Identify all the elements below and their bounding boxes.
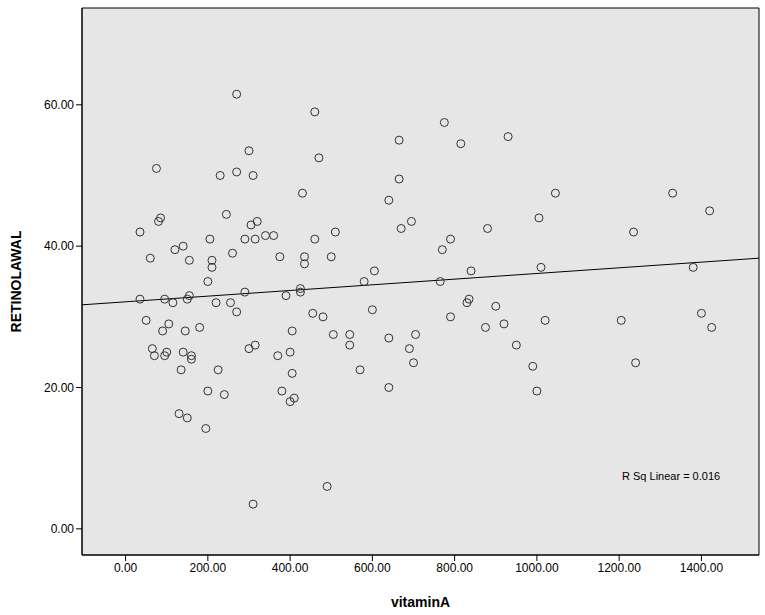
svg-text:1400.00: 1400.00 [680,561,724,575]
svg-text:60.00: 60.00 [44,98,74,112]
svg-text:1000.00: 1000.00 [515,561,559,575]
svg-text:800.00: 800.00 [436,561,473,575]
svg-text:0.00: 0.00 [114,561,138,575]
svg-text:0.00: 0.00 [51,522,75,536]
svg-text:400.00: 400.00 [272,561,309,575]
svg-text:RETINOLAWAL: RETINOLAWAL [8,230,24,332]
html-text:R Sq Linear = 0.016: R Sq Linear = 0.016 [622,470,721,482]
svg-text:40.00: 40.00 [44,239,74,253]
svg-text:20.00: 20.00 [44,381,74,395]
svg-text:600.00: 600.00 [354,561,391,575]
svg-text:1200.00: 1200.00 [597,561,641,575]
svg-text:vitaminA: vitaminA [391,594,450,610]
svg-text:200.00: 200.00 [190,561,227,575]
